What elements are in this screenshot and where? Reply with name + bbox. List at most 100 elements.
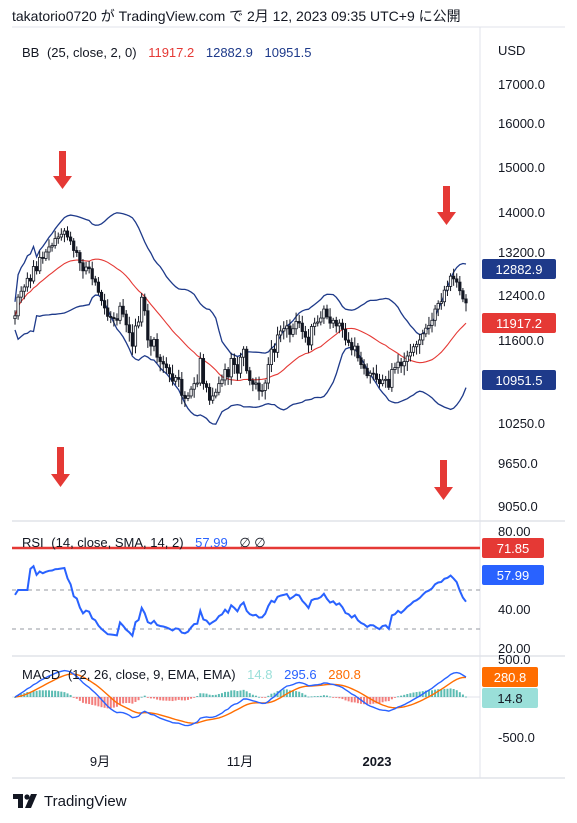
candle-body <box>399 361 403 367</box>
candle-body <box>226 369 230 378</box>
macd-histogram-bar <box>125 697 128 704</box>
candle-body <box>124 313 128 326</box>
candle-body <box>214 391 218 397</box>
macd-histogram-bar <box>455 690 458 697</box>
candle-body <box>217 383 221 393</box>
candle-body <box>220 379 224 385</box>
macd-histogram-bar <box>242 689 245 697</box>
macd-histogram-bar <box>424 690 427 697</box>
macd-histogram-bar <box>366 697 369 705</box>
macd-line <box>14 669 467 727</box>
macd-histogram-bar <box>165 697 168 701</box>
x-tick-label: 9月 <box>90 754 110 769</box>
macd-histogram-bar <box>431 690 434 697</box>
macd-histogram-bar <box>81 697 84 703</box>
candle-body <box>13 315 17 320</box>
candle-body <box>44 251 48 259</box>
price-axis[interactable]: 17000.0 16000.0 15000.0 14000.0 13200.0 … <box>498 77 545 514</box>
candle-body <box>161 361 165 365</box>
candle-body <box>266 364 270 384</box>
macd-histogram-bar <box>390 697 393 700</box>
candle-body <box>316 321 320 324</box>
macd-tick-label: 500.0 <box>498 652 531 667</box>
candle-body <box>377 378 382 385</box>
candle-body <box>380 379 385 385</box>
candle-body <box>442 289 446 303</box>
macd-histogram-bar <box>230 690 233 697</box>
candle-body <box>170 373 175 382</box>
macd-histogram-bar <box>322 695 325 697</box>
macd-histogram-bar <box>109 697 112 709</box>
macd-histogram-bar <box>205 693 208 697</box>
macd-histogram-bar <box>137 697 140 701</box>
macd-histogram-bar <box>193 697 196 698</box>
macd-histogram-bar <box>282 689 285 697</box>
tradingview-footer[interactable]: TradingView <box>12 792 127 810</box>
candle-body <box>229 358 233 378</box>
candle-body <box>208 386 212 401</box>
macd-legend[interactable]: MACD (12, 26, close, 9, EMA, EMA) 14.8 2… <box>22 667 361 682</box>
candle-body <box>35 266 39 272</box>
macd-histogram-bar <box>29 691 32 697</box>
macd-histogram-bar <box>461 694 464 697</box>
candle-body <box>297 321 301 324</box>
macd-histogram-bar <box>75 697 78 699</box>
rsi-legend[interactable]: RSI (14, close, SMA, 14, 2) 57.99 ∅ ∅ <box>22 535 266 550</box>
svg-text:71.85: 71.85 <box>497 541 530 556</box>
down-arrow-icon <box>51 447 70 487</box>
candle-body <box>87 266 91 270</box>
macd-histogram-bar <box>183 697 186 701</box>
candle-body <box>445 285 450 291</box>
candle-body <box>93 278 97 283</box>
macd-histogram-bar <box>66 693 69 697</box>
y-tick-label: 11600.0 <box>498 333 544 348</box>
time-axis[interactable]: 9月 11月 2023 <box>90 754 392 769</box>
upper-band-badge: 12882.9 <box>482 259 556 279</box>
macd-histogram-bar <box>248 693 251 697</box>
candle-body <box>408 351 412 357</box>
macd-histogram-bar <box>363 697 366 705</box>
macd-histogram-bar <box>381 697 384 703</box>
macd-histogram-bar <box>51 690 54 697</box>
macd-histogram-bar <box>69 694 72 697</box>
rsi-layer <box>14 564 467 638</box>
candle-body <box>167 367 172 375</box>
svg-text:57.99: 57.99 <box>497 568 530 583</box>
macd-histogram-bar <box>341 697 344 700</box>
candle-body <box>65 230 70 238</box>
candle-body <box>201 358 206 385</box>
macd-histogram-bar <box>199 693 202 697</box>
candle-body <box>282 328 286 332</box>
candle-body <box>331 319 335 324</box>
candle-body <box>279 330 283 336</box>
candle-body <box>387 378 391 388</box>
bb-basis-line <box>14 258 467 382</box>
candle-body <box>149 339 153 347</box>
candle-body <box>118 305 122 321</box>
macd-histogram-bar <box>224 691 227 697</box>
macd-histogram-bar <box>72 697 75 698</box>
bb-legend[interactable]: BB (25, close, 2, 0) 11917.2 12882.9 109… <box>22 45 311 60</box>
candle-body <box>158 356 162 362</box>
macd-histogram-bar <box>465 696 467 698</box>
candle-body <box>359 357 363 365</box>
macd-histogram-bar <box>26 692 29 697</box>
macd-histogram-bar <box>458 692 461 697</box>
macd-histogram-bar <box>415 692 418 697</box>
macd-histogram-bar <box>307 696 310 698</box>
macd-histogram-bar <box>251 694 254 697</box>
candle-body <box>424 327 428 335</box>
candle-body <box>427 324 431 329</box>
candle-body <box>340 322 345 330</box>
macd-histogram-bar <box>335 697 338 698</box>
macd-histogram-bar <box>131 697 134 704</box>
macd-histogram-bar <box>319 695 322 697</box>
macd-histogram-bar <box>437 689 440 697</box>
macd-histogram-bar <box>112 697 115 708</box>
down-arrow-icon <box>434 460 453 500</box>
candle-body <box>78 252 82 264</box>
candle-body <box>248 370 252 381</box>
y-tick-label: 17000.0 <box>498 77 545 92</box>
macd-histogram-bar <box>393 697 396 698</box>
